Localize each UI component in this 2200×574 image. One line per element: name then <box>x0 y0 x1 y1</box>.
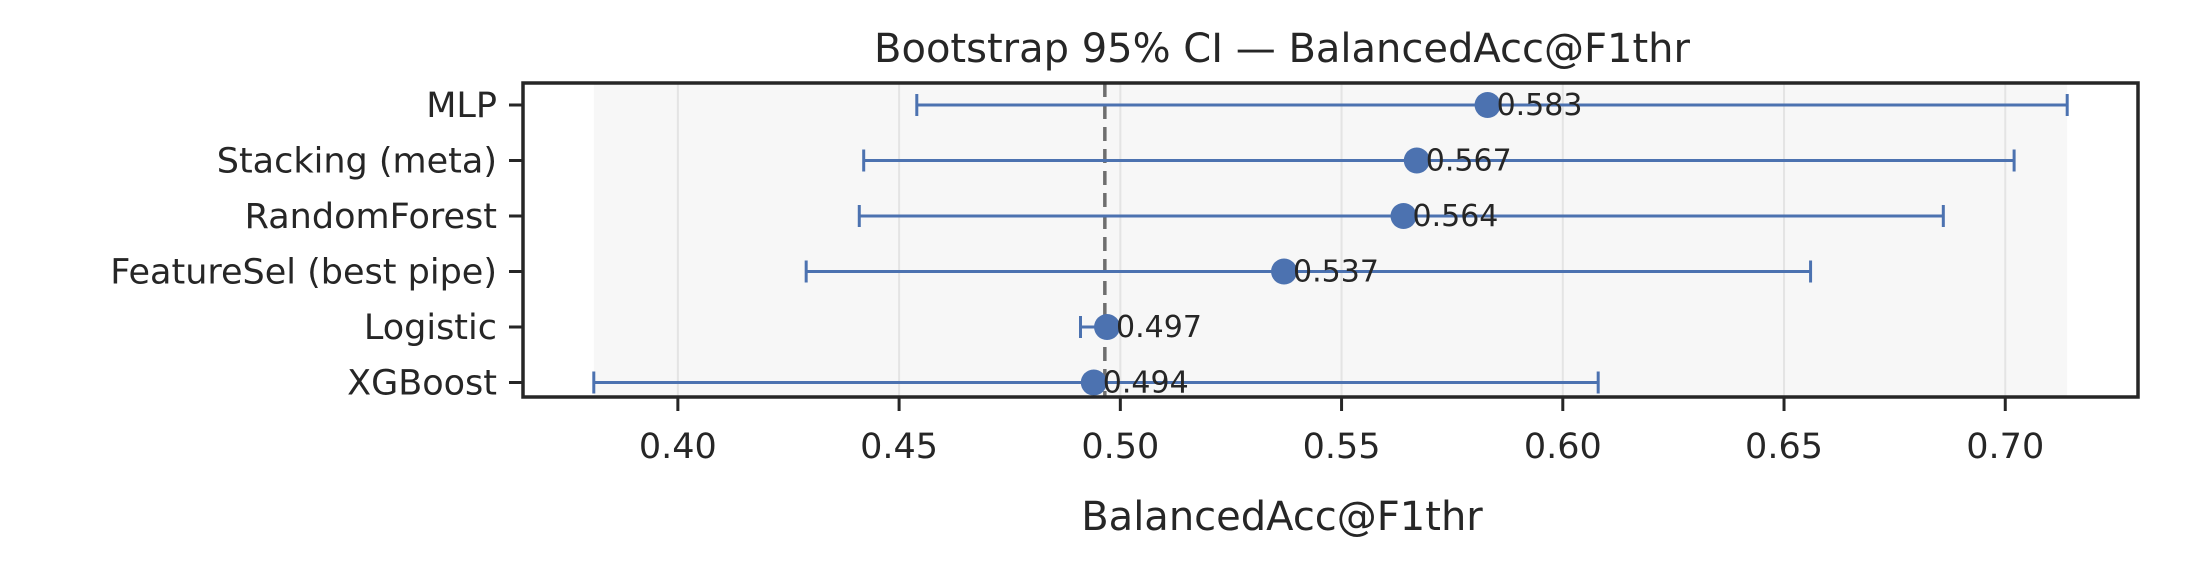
point-value-label: 0.497 <box>1116 310 1202 345</box>
x-tick-label: 0.70 <box>1966 427 2044 467</box>
point-value-label: 0.583 <box>1497 88 1583 123</box>
x-tick-label: 0.55 <box>1303 427 1381 467</box>
ci-range-band <box>593 83 2068 397</box>
point-value-label: 0.567 <box>1426 144 1512 179</box>
y-tick-label: Logistic <box>364 308 497 348</box>
y-tick-label: RandomForest <box>245 197 497 237</box>
point-marker <box>1094 314 1121 340</box>
point-marker <box>1474 92 1501 118</box>
x-tick-label: 0.40 <box>639 427 717 467</box>
point-marker <box>1403 147 1430 174</box>
plot-frame <box>521 81 2140 399</box>
x-tick-label: 0.45 <box>860 427 938 467</box>
point-marker <box>1390 203 1417 229</box>
point-value-label: 0.537 <box>1293 255 1379 290</box>
x-tick-label: 0.50 <box>1081 427 1159 467</box>
y-tick-label: Stacking (meta) <box>217 142 497 182</box>
chart-title: Bootstrap 95% CI — BalancedAcc@F1thr <box>874 26 1690 72</box>
x-axis-label: BalancedAcc@F1thr <box>1081 494 1483 540</box>
x-tick-label: 0.60 <box>1524 427 1602 467</box>
y-tick-label: XGBoost <box>347 364 497 404</box>
point-value-label: 0.564 <box>1413 199 1499 234</box>
y-tick-label: FeatureSel (best pipe) <box>110 253 497 293</box>
point-value-label: 0.494 <box>1103 366 1189 401</box>
point-marker <box>1080 369 1107 396</box>
point-marker <box>1271 258 1298 285</box>
x-tick-label: 0.65 <box>1745 427 1823 467</box>
y-tick-label: MLP <box>426 86 497 126</box>
